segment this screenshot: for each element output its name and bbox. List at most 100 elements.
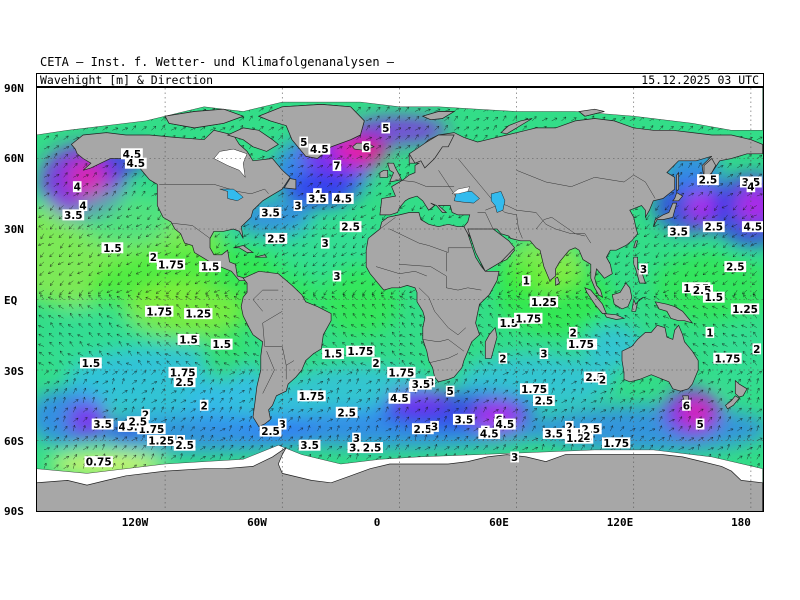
- wave-height-label: 4.5: [496, 419, 515, 431]
- label-box: [156, 258, 186, 270]
- wave-height-label: 2.5: [341, 222, 360, 234]
- label-box: [117, 420, 127, 432]
- wave-height-label: 1.25: [531, 297, 557, 309]
- wave-height-label: 1.75: [146, 306, 172, 318]
- label-box: [72, 181, 82, 193]
- label-box: [522, 275, 531, 287]
- wave-height-label: 4.5: [390, 393, 409, 405]
- label-box: [352, 432, 361, 444]
- wave-height-label: 4.5: [310, 144, 329, 156]
- label-box: [306, 192, 329, 204]
- land-hispaniola: [254, 254, 268, 258]
- label-box: [120, 148, 143, 160]
- wave-height-label: 1.25: [732, 304, 758, 316]
- label-box: [91, 418, 114, 430]
- land-borneo: [611, 282, 633, 310]
- label-box: [388, 392, 411, 404]
- wave-height-label: 4.5: [127, 158, 146, 170]
- label-box: [667, 225, 690, 237]
- land-severnaya-top: [578, 108, 605, 117]
- lat-label-60s: 60S: [4, 435, 24, 448]
- label-box: [497, 317, 520, 329]
- land-novaya-zemlya: [500, 118, 533, 135]
- wave-height-label: 4: [118, 421, 125, 433]
- wave-height-label: 0.75: [86, 457, 112, 469]
- label-box: [730, 303, 760, 315]
- label-box: [168, 366, 197, 378]
- wave-height-label: 3.5: [93, 419, 112, 431]
- label-box: [533, 395, 555, 407]
- label-box: [361, 442, 383, 454]
- wave-height-label: 2.5: [128, 417, 147, 429]
- country-border: [262, 351, 275, 394]
- wave-height-label: 3.5: [300, 440, 319, 452]
- label-box: [409, 378, 432, 390]
- wave-height-label: 5: [382, 123, 389, 135]
- wave-height-label: 1.75: [347, 346, 373, 358]
- label-box: [539, 348, 549, 360]
- lon-label-60w: 60W: [247, 516, 267, 529]
- country-border: [252, 289, 279, 312]
- label-box: [582, 430, 592, 442]
- label-box: [173, 376, 196, 388]
- lon-label-180: 180: [731, 516, 751, 529]
- label-box: [173, 439, 196, 451]
- wave-height-label: 1.75: [388, 367, 414, 379]
- wave-height-label: 3.5: [412, 379, 431, 391]
- label-box: [199, 261, 221, 273]
- label-box: [346, 345, 375, 357]
- label-box: [177, 333, 200, 345]
- label-box: [184, 308, 213, 320]
- label-box: [691, 284, 713, 296]
- label-box: [411, 423, 434, 435]
- institute-title: CETA — Inst. f. Wetter- und Klimafolgena…: [40, 55, 395, 69]
- land-new-guinea: [654, 301, 694, 324]
- wave-height-label: 4.5: [333, 193, 352, 205]
- wave-height-label: 3.5: [669, 226, 688, 238]
- country-border: [428, 353, 459, 364]
- label-box: [741, 221, 763, 233]
- label-box: [210, 338, 233, 350]
- label-box: [579, 423, 602, 435]
- label-box: [124, 157, 147, 169]
- wave-height-label: 2: [200, 400, 207, 412]
- country-border: [399, 264, 482, 291]
- label-box: [695, 418, 705, 430]
- land-cuba: [233, 245, 255, 253]
- country-border: [375, 266, 427, 277]
- label-box: [639, 263, 648, 275]
- wave-height-label: 3.5: [261, 208, 280, 220]
- label-box: [277, 418, 287, 430]
- label-box: [298, 439, 321, 451]
- label-box: [265, 232, 288, 244]
- label-box: [682, 399, 691, 411]
- label-box: [542, 427, 565, 439]
- land-arctic-islands-top: [164, 108, 245, 129]
- wave-height-label: 1.5: [212, 339, 231, 351]
- wave-height-label: 4: [79, 201, 86, 213]
- wave-height-label: 1.5: [201, 262, 220, 274]
- country-border: [485, 205, 523, 239]
- wave-height-label: 1: [523, 276, 530, 288]
- wave-height-label: 5: [300, 137, 307, 149]
- label-box: [149, 251, 158, 263]
- label-box: [332, 270, 342, 282]
- land-new-zealand-s: [725, 395, 740, 410]
- wave-height-label: 1.5: [82, 358, 101, 370]
- land-ireland: [379, 169, 389, 178]
- label-box: [510, 451, 519, 463]
- wave-height-label: 2: [142, 410, 149, 422]
- label-box: [259, 207, 282, 219]
- wave-height-label: 6: [363, 142, 370, 154]
- land-japan: [652, 202, 678, 227]
- label-box: [297, 390, 326, 402]
- label-box: [259, 425, 282, 437]
- country-border: [395, 179, 455, 187]
- wave-height-label: 1.75: [603, 438, 629, 450]
- wave-height-label: 3: [294, 201, 301, 213]
- label-box: [519, 383, 549, 395]
- country-border: [418, 287, 466, 336]
- label-box: [705, 326, 715, 338]
